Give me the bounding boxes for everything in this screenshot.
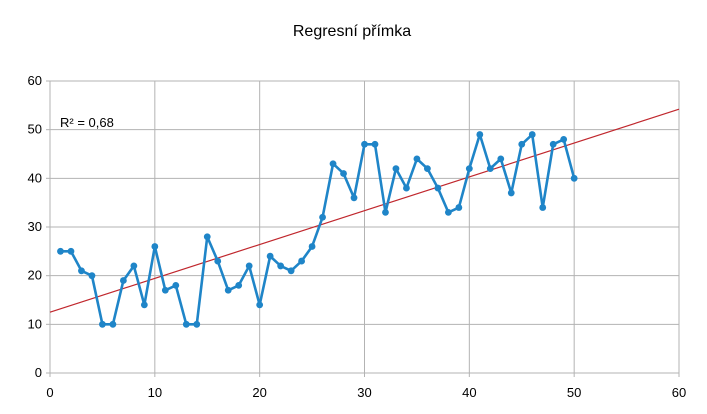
data-point [57, 247, 64, 255]
data-point [403, 184, 410, 192]
data-point [287, 267, 295, 275]
data-point [371, 140, 379, 148]
data-point [329, 160, 337, 168]
data-point [497, 155, 505, 163]
y-tick-label: 0 [35, 365, 42, 380]
data-point [182, 320, 190, 328]
data-point [214, 257, 222, 265]
data-point [382, 209, 389, 216]
data-point [444, 209, 452, 216]
data-point [78, 267, 85, 275]
y-tick-label: 30 [28, 219, 42, 234]
data-point [224, 286, 232, 294]
data-point [560, 136, 568, 143]
data-point [424, 165, 431, 173]
data-point [340, 170, 347, 177]
y-tick-label: 50 [28, 122, 42, 137]
data-point [549, 140, 557, 148]
data-point [298, 257, 305, 265]
data-point [161, 286, 169, 294]
grid [50, 80, 680, 373]
y-tick-label: 40 [28, 170, 42, 185]
data-point [140, 301, 148, 309]
x-tick-label: 30 [357, 385, 371, 400]
data-point [455, 204, 463, 211]
data-point [277, 262, 285, 270]
data-point [172, 282, 180, 289]
data-point [392, 165, 400, 173]
data-point [507, 189, 515, 197]
data-point [130, 262, 138, 270]
x-tick-label: 50 [567, 385, 581, 400]
data-point [245, 262, 253, 270]
data-point [99, 320, 106, 328]
data-point [350, 194, 358, 202]
data-point [434, 184, 442, 192]
x-tick-label: 60 [672, 385, 686, 400]
trendline-group [49, 108, 680, 313]
data-point [570, 174, 578, 182]
data-point [256, 301, 264, 309]
x-tick-label: 40 [462, 385, 476, 400]
data-point [266, 252, 274, 260]
data-point [151, 243, 159, 250]
series-group [57, 131, 578, 328]
axes [46, 80, 680, 377]
x-tick-label: 0 [46, 385, 53, 400]
data-point [67, 247, 75, 255]
data-point [465, 165, 473, 173]
tick-labels: 0 10 20 30 40 50 60 0 10 20 30 40 50 60 [28, 73, 687, 400]
data-point [119, 277, 127, 284]
data-point [539, 204, 547, 211]
x-tick-label: 10 [148, 385, 162, 400]
y-tick-label: 60 [28, 73, 42, 88]
x-tick-label: 20 [252, 385, 266, 400]
data-point [486, 165, 494, 173]
chart-title: Regresní přímka [293, 23, 411, 40]
series-line [60, 133, 576, 326]
y-tick-label: 10 [28, 316, 42, 331]
data-point [319, 213, 326, 221]
data-point [476, 131, 484, 138]
data-point [235, 282, 243, 289]
r-squared-annotation: R² = 0,68 [60, 115, 114, 130]
data-point [528, 131, 536, 138]
data-point [203, 233, 211, 241]
data-point [193, 320, 201, 328]
data-point [518, 140, 526, 148]
y-tick-label: 20 [28, 268, 42, 283]
data-point [88, 272, 96, 280]
trendline [49, 108, 680, 313]
data-point [109, 320, 117, 328]
data-point [361, 140, 368, 148]
data-point [308, 243, 316, 250]
data-point [413, 155, 421, 163]
